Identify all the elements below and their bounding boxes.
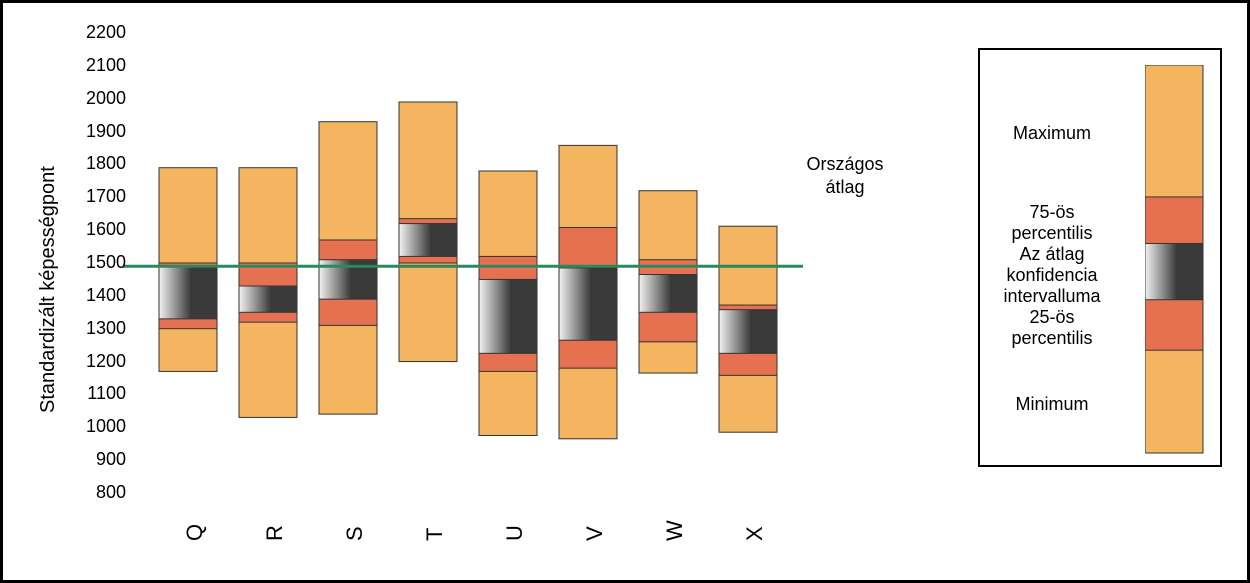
plot-area: 800 900 1000 1100 1200 1300 1400 1500 1600 1700 18… xyxy=(3,3,903,563)
y-tick-label: 2100 xyxy=(71,55,126,76)
x-category-label: V xyxy=(582,526,608,541)
x-category-label: T xyxy=(422,528,448,541)
national-avg-label: Országos átlag xyxy=(785,153,905,198)
legend-box: Maximum 75-ös percentilis Az átlag konfi… xyxy=(978,48,1222,467)
x-category-label: S xyxy=(342,526,368,541)
legend-bar xyxy=(1145,65,1205,460)
y-tick-label: 1100 xyxy=(71,383,126,404)
y-tick-label: 1700 xyxy=(71,186,126,207)
legend-label-p75: 75-ös percentilis xyxy=(992,202,1112,244)
x-category-label: Q xyxy=(182,524,208,541)
y-tick-label: 2200 xyxy=(71,22,126,43)
x-category-label: X xyxy=(742,526,768,541)
y-tick-label: 1000 xyxy=(71,416,126,437)
legend-label-max: Maximum xyxy=(992,123,1112,144)
y-tick-label: 1900 xyxy=(71,121,126,142)
y-tick-label: 800 xyxy=(71,482,126,503)
y-tick-label: 2000 xyxy=(71,88,126,109)
legend-label-ci: Az átlag konfidencia intervalluma xyxy=(992,244,1112,307)
y-tick-label: 1300 xyxy=(71,318,126,339)
x-category-label: R xyxy=(262,525,288,541)
y-tick-label: 1800 xyxy=(71,153,126,174)
legend-label-min: Minimum xyxy=(992,394,1112,415)
y-tick-label: 900 xyxy=(71,449,126,470)
x-category-label: W xyxy=(662,520,688,541)
y-tick-label: 1200 xyxy=(71,351,126,372)
x-category-label: U xyxy=(502,525,528,541)
chart-frame: Standardizált képességpont 8009001000110… xyxy=(0,0,1250,583)
y-tick-label: 1400 xyxy=(71,285,126,306)
y-tick-label: 1500 xyxy=(71,252,126,273)
legend-label-p25: 25-ös percentilis xyxy=(992,307,1112,349)
y-tick-label: 1600 xyxy=(71,219,126,240)
